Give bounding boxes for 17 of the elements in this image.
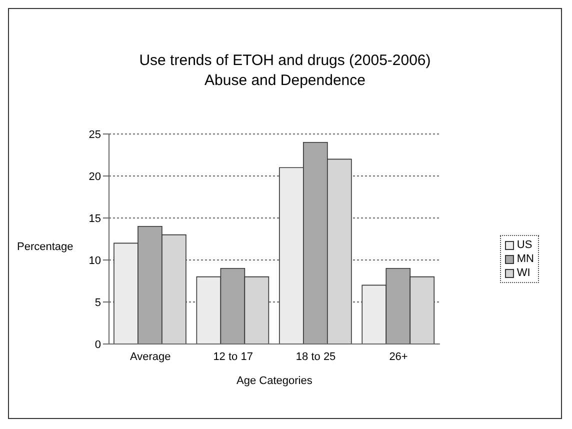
- x-tick-label: 12 to 17: [213, 350, 253, 363]
- y-axis-title: Percentage: [17, 241, 74, 253]
- legend-label: MN: [516, 252, 534, 266]
- y-tick-label: 0: [94, 338, 101, 351]
- chart-title: Use trends of ETOH and drugs (2005-2006): [138, 51, 432, 71]
- legend-label: US: [516, 238, 532, 252]
- x-tick-label: Average: [130, 350, 171, 363]
- y-tick-label: 25: [88, 128, 101, 141]
- x-tick-label: 26+: [389, 350, 408, 363]
- y-tick-label: 15: [88, 212, 101, 225]
- x-tick-label: 18 to 25: [296, 350, 336, 363]
- chart-subtitle: Abuse and Dependence: [204, 71, 366, 91]
- x-axis-title: Age Categories: [236, 375, 313, 387]
- y-tick-label: 20: [88, 170, 101, 183]
- legend-label: WI: [516, 266, 530, 280]
- y-tick-label: 5: [94, 296, 101, 309]
- y-tick-label: 10: [88, 254, 101, 267]
